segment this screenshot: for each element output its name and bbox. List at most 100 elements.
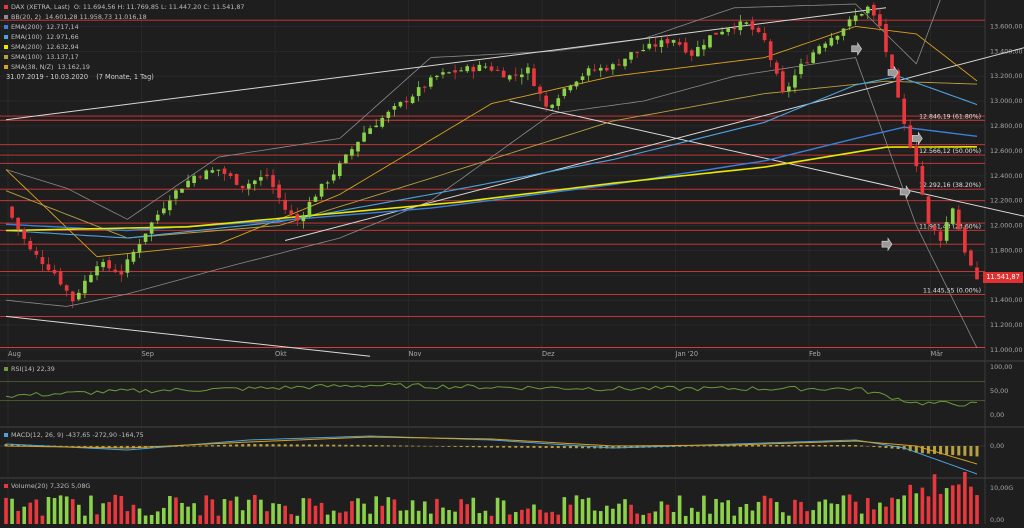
macd-histogram-bar [295, 444, 299, 447]
legend-swatch [4, 5, 8, 9]
candle-body [969, 250, 973, 266]
candle-body [447, 72, 451, 74]
candle-body [926, 196, 931, 224]
candle-body [963, 227, 967, 253]
volume-bar [689, 507, 694, 524]
volume-bar [872, 509, 876, 524]
volume-bar [89, 495, 93, 524]
candle-body [702, 44, 706, 50]
candle-body [683, 42, 688, 53]
volume-bar [289, 514, 294, 524]
candle-body [671, 40, 676, 43]
macd-histogram-bar [423, 445, 427, 447]
candle-body [495, 69, 500, 71]
candle-body [568, 85, 573, 91]
legend-label: EMA(200) [11, 23, 43, 31]
candle-body [865, 6, 870, 14]
legend-swatch [4, 25, 8, 29]
macd-histogram-bar [320, 444, 324, 447]
macd-histogram-bar [866, 446, 870, 447]
volume-bar [380, 505, 385, 524]
legend-row: SMA(38, N/Z) 13.162,19 [4, 62, 245, 72]
candle-body [161, 208, 166, 214]
y-tick-label: 11.200,00 [990, 321, 1023, 329]
candle-body [938, 231, 943, 241]
volume-bar [453, 511, 457, 524]
volume-bar [441, 507, 445, 524]
volume-bar [307, 498, 312, 524]
macd-histogram-bar [787, 445, 791, 447]
legend-label: DAX (XETRA, Last) [11, 3, 70, 11]
candle-body [956, 209, 961, 230]
candle-body [586, 68, 591, 76]
volume-bar [319, 502, 324, 524]
legend-values: 12.632,94 [46, 43, 79, 51]
candle-body [598, 67, 603, 71]
x-tick-label: Mär [930, 350, 943, 358]
candle-body [386, 111, 391, 118]
macd-histogram-bar [514, 446, 518, 448]
volume-bar [234, 496, 239, 524]
bollinger-upper [5, 0, 941, 220]
volume-bar [459, 499, 463, 524]
volume-bar [938, 493, 943, 524]
volume-bar [665, 504, 670, 524]
candle-body [465, 66, 470, 72]
volume-tick-label: 10,00G [990, 484, 1013, 492]
candle-body [149, 222, 154, 234]
macd-histogram-bar [277, 444, 281, 447]
volume-bar [101, 503, 105, 524]
candle-body [295, 214, 300, 221]
marker-arrow-icon [881, 237, 893, 252]
volume-bar [265, 511, 269, 524]
volume-bar [574, 495, 579, 524]
rsi-tick-label: 0,00 [990, 411, 1004, 419]
macd-histogram-bar [878, 446, 882, 448]
macd-histogram-bar [241, 444, 245, 447]
macd-label: MACD(12, 26, 9) [11, 431, 64, 439]
candle-body [720, 31, 724, 35]
macd-histogram-bar [16, 444, 20, 447]
volume-bar [131, 504, 136, 524]
candle-body [580, 76, 585, 81]
macd-histogram-bar [101, 446, 105, 448]
volume-bar [671, 512, 676, 524]
trendline [509, 100, 1024, 217]
rsi-swatch [4, 367, 8, 371]
macd-histogram-bar [356, 444, 360, 447]
volume-bar [386, 497, 391, 524]
candle-body [410, 96, 415, 104]
volume-legend: Volume(20) 7,32G 5,08G [4, 482, 90, 490]
x-tick-label: Feb [809, 350, 821, 358]
macd-histogram-bar [259, 444, 263, 447]
candle-body [501, 70, 506, 78]
macd-histogram-bar [684, 446, 688, 447]
candle-body [853, 15, 858, 22]
candle-body [714, 32, 718, 35]
candle-body [908, 125, 913, 148]
y-tick-label: 11.800,00 [990, 246, 1023, 254]
date-range-label: 31.07.2019 - 10.03.2020 [6, 73, 89, 81]
candle-body [428, 77, 433, 87]
candle-body [914, 145, 919, 167]
candle-body [10, 206, 14, 218]
candle-body [398, 101, 403, 107]
volume-bar [77, 504, 81, 524]
volume-bar [963, 471, 967, 524]
candle-body [859, 14, 864, 16]
volume-bar [550, 511, 554, 524]
sma200-line [5, 146, 977, 232]
macd-histogram-bar [908, 446, 912, 452]
volume-bar [774, 501, 779, 524]
macd-histogram-bar [508, 446, 512, 448]
candle-body [307, 201, 312, 217]
volume-bar [174, 497, 178, 524]
candle-body [823, 43, 828, 48]
y-tick-label: 12.600,00 [990, 147, 1023, 155]
volume-bar [168, 496, 172, 524]
candle-body [932, 226, 937, 231]
volume-bar [884, 506, 888, 524]
volume-bar [756, 501, 761, 524]
